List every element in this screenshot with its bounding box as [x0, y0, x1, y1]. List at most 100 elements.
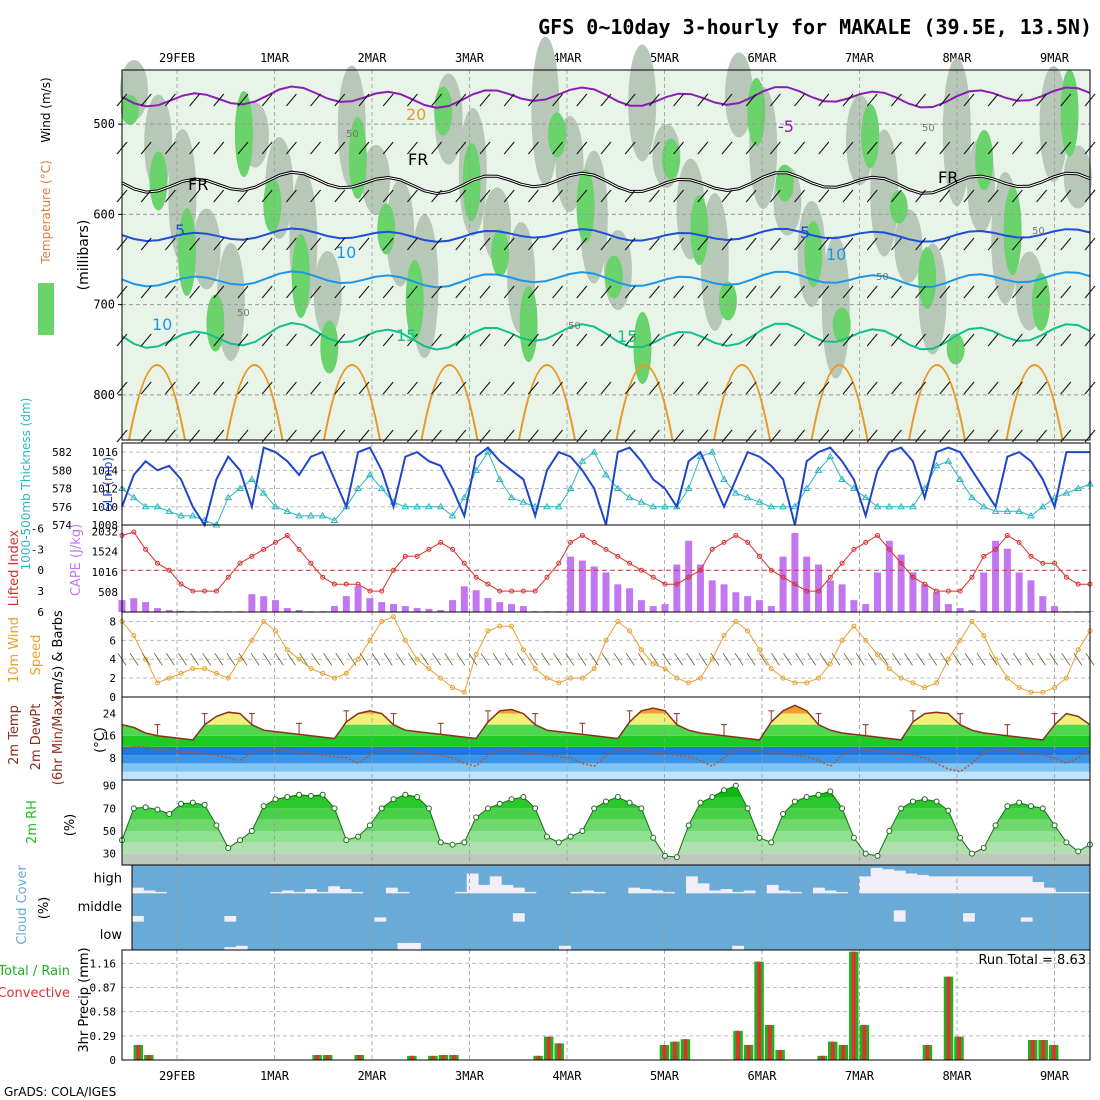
thickness-marker [861, 493, 870, 501]
wind-marker [886, 666, 892, 672]
wind-barb [939, 93, 951, 107]
wind-barb [189, 237, 200, 251]
cloud-bar-low [397, 942, 410, 950]
surface-barb [928, 653, 938, 666]
thickness-marker [991, 507, 1000, 514]
surface-barb [674, 653, 683, 666]
wind-barb [939, 381, 951, 395]
wind-barb [1060, 237, 1072, 251]
slp-tick-label: 1014 [92, 464, 119, 477]
wind-barb [503, 93, 515, 107]
wind-marker [839, 637, 845, 643]
surface-barb [698, 653, 708, 666]
wind-marker [461, 689, 467, 695]
wind-barb [1036, 381, 1047, 395]
wind-barb [407, 237, 418, 251]
li-marker [1052, 560, 1058, 566]
wind-barb [1012, 141, 1023, 155]
surface-barb [795, 653, 804, 666]
wind-barb [600, 285, 612, 299]
rh-dark-blob [690, 195, 709, 265]
wind-barb [866, 189, 878, 203]
wind-barb [165, 285, 176, 299]
wind-barb [770, 333, 781, 347]
thickness-marker [484, 448, 492, 455]
thickness-marker [495, 475, 504, 482]
rh-marker [650, 834, 657, 841]
wind-marker [910, 680, 916, 686]
contour-label: 50 [237, 308, 250, 319]
rh-marker [850, 834, 857, 841]
wind-barb [286, 141, 297, 155]
wind-marker [733, 618, 739, 624]
wind-barb [237, 333, 249, 347]
rh-mid-blob [821, 235, 850, 379]
wind-barb [1060, 333, 1072, 347]
wind-barb [213, 285, 225, 299]
wind-barb [1060, 141, 1072, 155]
wind-marker [190, 666, 196, 672]
wind-barb [745, 189, 757, 203]
cape-bar [708, 580, 716, 612]
wind-barb [866, 381, 878, 395]
thickness-tick-label: 580 [52, 464, 72, 477]
wind-marker [320, 670, 326, 676]
rh-dark-blob [348, 117, 367, 199]
wind-barb [624, 93, 636, 107]
top-day-label: 2MAR [358, 51, 388, 65]
li-marker [166, 567, 172, 573]
rh-dark-blob [206, 294, 225, 352]
wind-barb [649, 381, 660, 395]
wind-barb [189, 93, 200, 107]
precip-axis-label: 3hr Precip (mm) [77, 947, 92, 1052]
surface-barb [516, 653, 526, 666]
wind-barb [407, 333, 418, 347]
cloud-bar-high [570, 891, 583, 894]
precip-convective-bar [452, 1055, 456, 1060]
li-marker [284, 532, 290, 538]
rh-marker [579, 828, 586, 834]
li-marker [733, 532, 739, 538]
wind-marker [261, 618, 267, 624]
wind-barb [939, 285, 951, 299]
li-marker [875, 532, 881, 538]
rh-dark-blob [975, 130, 994, 190]
cape-bar [567, 556, 575, 612]
wind-barb [479, 141, 491, 155]
cape-bar [519, 606, 527, 612]
wind-marker [237, 656, 243, 662]
cloud-bar-high [812, 887, 825, 894]
wind-barb [697, 285, 709, 299]
wind-barb [624, 237, 636, 251]
rh-marker [225, 845, 232, 851]
wind-barb [963, 381, 975, 395]
wind-marker [1075, 647, 1081, 653]
rh-marker [532, 805, 539, 812]
thickness-marker [283, 507, 292, 514]
cloud-bar-high [651, 890, 664, 894]
temp-band [122, 746, 1090, 756]
surface-barb [202, 653, 212, 666]
wind-barb [528, 381, 539, 395]
slp-frame [121, 442, 1091, 526]
wind-barb [165, 381, 176, 395]
surface-barb [444, 653, 454, 666]
cloud-bar-high [1078, 891, 1091, 894]
wind-marker [591, 666, 597, 672]
wind-barb [794, 189, 805, 203]
precip-convective-bar [820, 1055, 825, 1060]
cape-bar [637, 600, 645, 612]
cape-bar [992, 540, 1000, 612]
wind-barb [576, 93, 588, 107]
li-marker [674, 581, 680, 587]
wind-barb [721, 285, 733, 299]
wind-marker [1004, 675, 1010, 681]
thickness-marker [1003, 507, 1012, 514]
wind-tick-label: 4 [109, 653, 116, 666]
wind-barb [963, 237, 975, 251]
pressure-tick-label: 700 [93, 298, 115, 312]
wind-barb [1036, 141, 1047, 155]
li-marker [863, 539, 869, 545]
thickness-tick-label: 576 [52, 501, 72, 514]
surface-barb [383, 653, 393, 666]
